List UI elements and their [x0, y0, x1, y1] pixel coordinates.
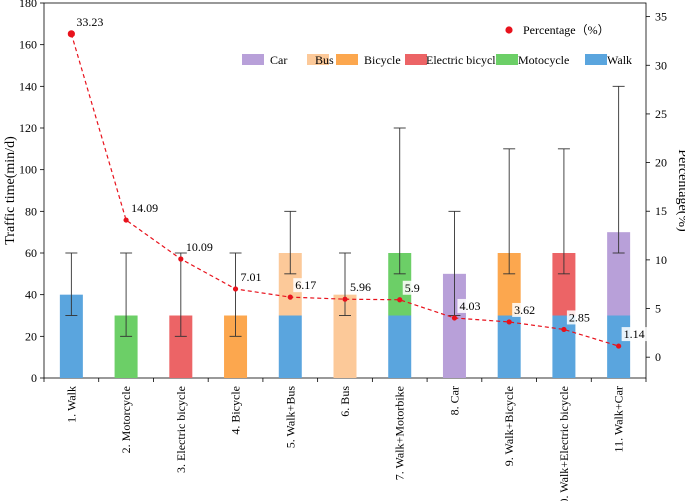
- bar-bicycle: [497, 253, 521, 316]
- left-tick-label: 100: [19, 163, 37, 177]
- left-tick-label: 160: [19, 38, 37, 52]
- percentage-label: 5.9: [405, 281, 420, 295]
- legend-swatch: [405, 54, 427, 65]
- legend-swatch: [585, 54, 607, 65]
- bar-motocycle: [388, 253, 412, 316]
- percentage-label: 7.01: [241, 270, 262, 284]
- percentage-label-bg: [566, 310, 596, 325]
- percentage-label: 3.62: [514, 303, 535, 317]
- percentage-label: 33.23: [76, 15, 103, 29]
- percentage-point: [451, 315, 458, 321]
- legend-label: Bus: [315, 53, 334, 67]
- bar-electric-bicycle: [552, 253, 576, 316]
- legend-percentage-marker: [505, 26, 513, 34]
- legend-label: Bicycle: [364, 53, 401, 67]
- right-tick-label: 0: [655, 350, 661, 364]
- legend-swatch: [496, 54, 518, 65]
- x-category-label: 4. Bicycle: [229, 386, 243, 435]
- x-category-label: 1. Walk: [64, 386, 78, 423]
- y-axis-left-title: Traffic time(min/d): [3, 136, 18, 245]
- bar-walk: [497, 315, 521, 378]
- percentage-point: [506, 319, 512, 325]
- x-category-label: 9. Walk+Bicycle: [502, 386, 516, 466]
- left-tick-label: 40: [25, 288, 37, 302]
- percentage-point: [287, 294, 293, 300]
- percentage-label: 1.14: [624, 327, 645, 341]
- bar-walk: [278, 315, 302, 378]
- percentage-line: [70, 33, 619, 347]
- left-tick-label: 0: [31, 371, 37, 385]
- left-tick-label: 180: [19, 0, 37, 10]
- x-category-label: 11. Walk+Car: [612, 386, 626, 452]
- bar-walk: [552, 315, 576, 378]
- right-tick-label: 20: [655, 156, 667, 170]
- legend-swatch: [336, 54, 358, 65]
- bar-bicycle: [224, 315, 248, 378]
- percentage-label: 6.17: [295, 278, 316, 292]
- percentage-label: 4.03: [459, 299, 480, 313]
- right-tick-label: 30: [655, 58, 667, 72]
- percentage-point: [561, 326, 567, 333]
- y-axis-right-title: Percentage(%): [675, 149, 685, 232]
- percentage-point: [123, 217, 129, 223]
- x-category-label: 3. Electric bicycle: [174, 386, 188, 473]
- percentage-label: 14.09: [131, 201, 158, 215]
- legend-label: Car: [270, 53, 287, 67]
- percentage-point: [616, 343, 622, 349]
- right-tick-label: 10: [655, 253, 667, 267]
- right-tick-label: 25: [655, 107, 667, 121]
- bar-electric-bicycle: [169, 315, 193, 378]
- percentage-label: 2.85: [569, 310, 590, 324]
- percentage-label: 5.96: [350, 280, 371, 294]
- bar-bus: [278, 253, 302, 316]
- left-tick-label: 140: [19, 79, 37, 93]
- x-category-label: 6. Bus: [338, 386, 352, 417]
- percentage-label-bg: [402, 280, 426, 295]
- left-tick-label: 60: [25, 246, 37, 260]
- right-tick-label: 35: [655, 10, 667, 24]
- legend-label: Motocycle: [518, 53, 569, 67]
- percentage-point: [67, 30, 75, 38]
- x-category-label: 5. Walk+Bus: [283, 386, 297, 449]
- x-category-label: 2. Motorcycle: [119, 386, 133, 453]
- percentage-point: [232, 286, 239, 292]
- left-tick-label: 80: [25, 204, 37, 218]
- legend-label: Walk: [607, 53, 632, 67]
- right-tick-label: 5: [655, 302, 661, 316]
- right-tick-label: 15: [655, 204, 667, 218]
- percentage-label-bg: [293, 278, 323, 293]
- left-tick-label: 120: [19, 121, 37, 135]
- left-tick-label: 20: [25, 329, 37, 343]
- percentage-point: [178, 256, 184, 262]
- bar-motocycle: [114, 315, 138, 378]
- legend-swatch: [242, 54, 264, 65]
- bar-walk: [388, 315, 412, 378]
- legend-label: Electric bicycle: [426, 53, 501, 67]
- x-category-label: 10. Walk+Electric bicycle: [557, 386, 571, 501]
- percentage-label-bg: [512, 302, 541, 317]
- legend-percentage-label: Percentage（%）: [523, 23, 610, 37]
- percentage-label-bg: [348, 280, 377, 295]
- percentage-point: [342, 296, 348, 302]
- percentage-label-bg: [457, 298, 487, 313]
- percentage-point: [397, 297, 403, 303]
- percentage-label: 10.09: [186, 240, 213, 254]
- legend-swatch: [307, 54, 329, 65]
- percentage-label-bg: [621, 327, 651, 342]
- x-category-label: 8. Car: [447, 386, 461, 415]
- x-category-label: 7. Walk+Motorbike: [393, 386, 407, 480]
